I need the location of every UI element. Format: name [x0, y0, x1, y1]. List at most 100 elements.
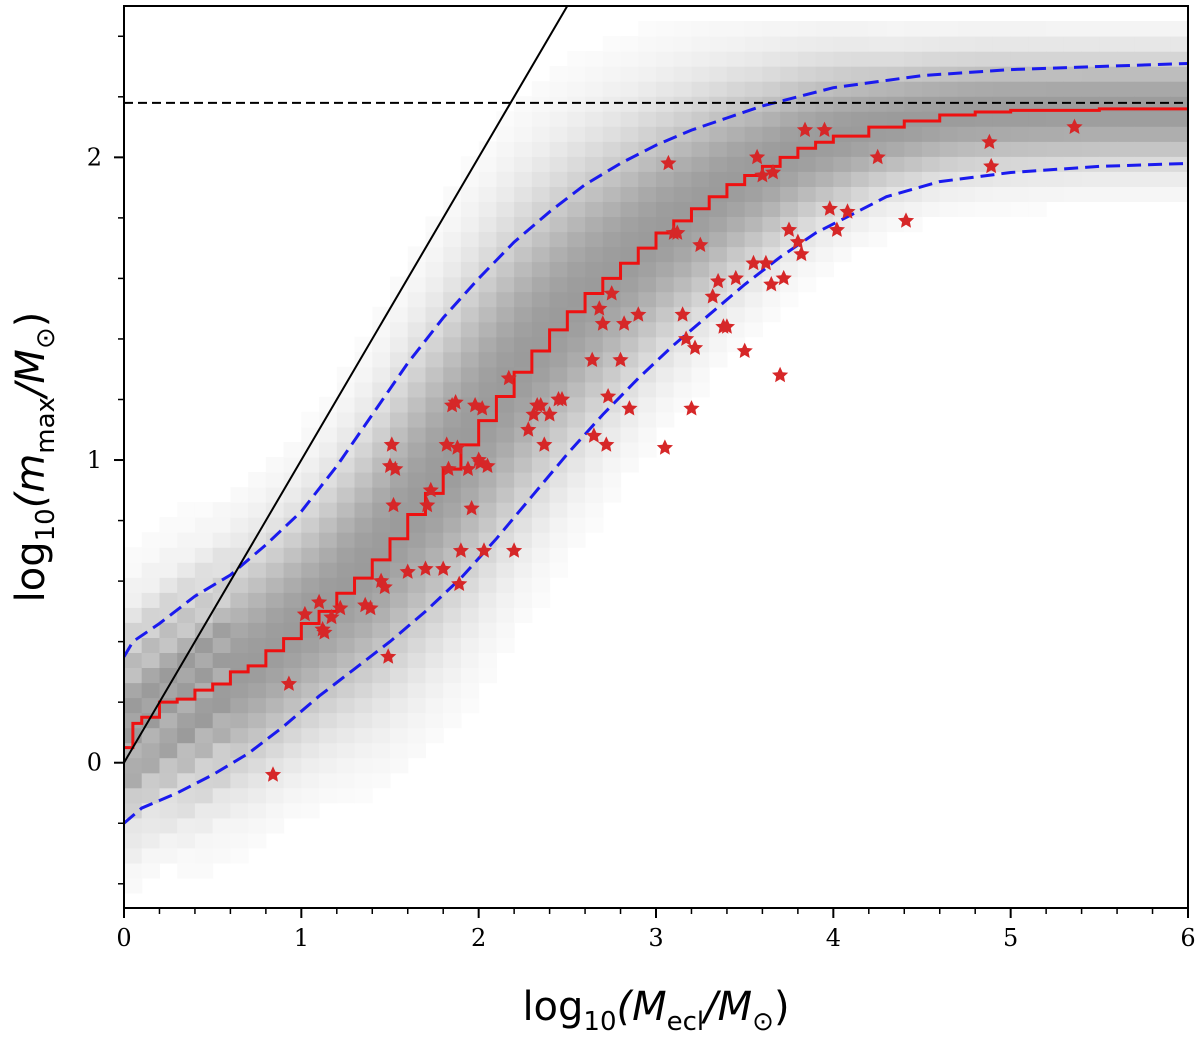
density-cell: [478, 592, 497, 608]
density-cell: [514, 442, 533, 458]
x-tick-label: 3: [648, 924, 663, 952]
density-cell: [638, 171, 657, 187]
density-cell: [975, 81, 994, 97]
density-cell: [762, 21, 781, 37]
density-cell: [478, 472, 497, 488]
density-cell: [1170, 21, 1188, 37]
density-cell: [478, 607, 497, 623]
density-cell: [1081, 36, 1100, 52]
density-cell: [797, 216, 817, 233]
density-cell: [656, 246, 675, 263]
density-cell: [726, 21, 746, 37]
density-cell: [390, 426, 409, 443]
density-cell: [1046, 171, 1065, 187]
density-cell: [620, 36, 639, 52]
density-cell: [780, 36, 799, 52]
density-cell: [319, 742, 338, 759]
density-cell: [567, 201, 586, 217]
density-cell: [460, 261, 480, 278]
density-cell: [159, 517, 178, 533]
density-cell: [248, 547, 267, 563]
density-cell: [638, 291, 657, 308]
density-cell: [549, 517, 568, 533]
density-cell: [1081, 171, 1100, 187]
density-cell: [585, 381, 604, 398]
density-cell: [194, 787, 214, 804]
density-cell: [443, 517, 462, 533]
density-cell: [886, 81, 905, 97]
density-cell: [585, 457, 604, 473]
density-cell: [177, 757, 196, 774]
density-cell: [230, 487, 249, 503]
density-cell: [992, 126, 1012, 142]
density-cell: [319, 562, 338, 578]
density-cell: [1134, 81, 1154, 97]
density-cell: [230, 727, 249, 744]
density-cell: [602, 276, 622, 293]
density-cell: [319, 577, 338, 593]
density-cell: [248, 502, 267, 518]
density-cell: [212, 517, 231, 533]
density-cell: [744, 66, 763, 82]
density-cell: [709, 306, 728, 323]
density-cell: [265, 742, 285, 759]
density-cell: [567, 442, 586, 458]
density-cell: [567, 487, 586, 503]
density-cell: [248, 817, 267, 834]
density-cell: [1063, 96, 1083, 112]
density-cell: [301, 472, 320, 488]
density-cell: [585, 126, 604, 142]
density-cell: [780, 141, 799, 157]
density-cell: [620, 231, 639, 248]
density-cell: [124, 817, 143, 834]
density-cell: [549, 442, 568, 458]
density-cell: [390, 381, 409, 398]
density-cell: [407, 411, 426, 428]
density-cell: [159, 742, 178, 759]
density-cell: [301, 547, 320, 563]
density-cell: [177, 727, 196, 744]
density-cell: [141, 742, 160, 759]
density-cell: [939, 201, 958, 217]
density-cell: [833, 126, 852, 142]
density-cell: [390, 291, 409, 308]
density-cell: [1099, 81, 1118, 97]
density-cell: [478, 667, 497, 684]
density-cell: [212, 742, 231, 759]
density-cell: [443, 351, 462, 368]
density-cell: [265, 697, 285, 714]
density-cell: [939, 51, 958, 67]
density-cell: [212, 802, 231, 819]
density-cell: [514, 562, 533, 578]
density-cell: [957, 186, 976, 202]
density-cell: [354, 457, 373, 473]
density-cell: [390, 396, 409, 413]
density-cell: [620, 261, 639, 278]
density-cell: [549, 156, 568, 172]
density-cell: [531, 592, 551, 608]
density-cell: [1117, 81, 1136, 97]
density-cell: [851, 21, 870, 37]
density-cell: [638, 396, 657, 413]
density-cell: [815, 156, 834, 172]
density-cell: [443, 487, 462, 503]
density-cell: [460, 652, 480, 668]
density-cell: [194, 832, 214, 849]
density-cell: [922, 171, 941, 187]
density-cell: [673, 261, 692, 278]
density-cell: [496, 276, 515, 293]
density-cell: [354, 562, 373, 578]
density-cell: [248, 682, 267, 699]
density-cell: [762, 66, 781, 82]
density-cell: [407, 261, 426, 278]
density-cell: [460, 532, 480, 548]
density-cell: [496, 201, 515, 217]
density-cell: [780, 186, 799, 202]
density-cell: [124, 592, 143, 608]
density-cell: [319, 727, 338, 744]
density-cell: [833, 96, 852, 112]
density-cell: [478, 186, 497, 202]
density-cell: [496, 562, 515, 578]
density-cell: [460, 622, 480, 638]
density-cell: [496, 442, 515, 458]
